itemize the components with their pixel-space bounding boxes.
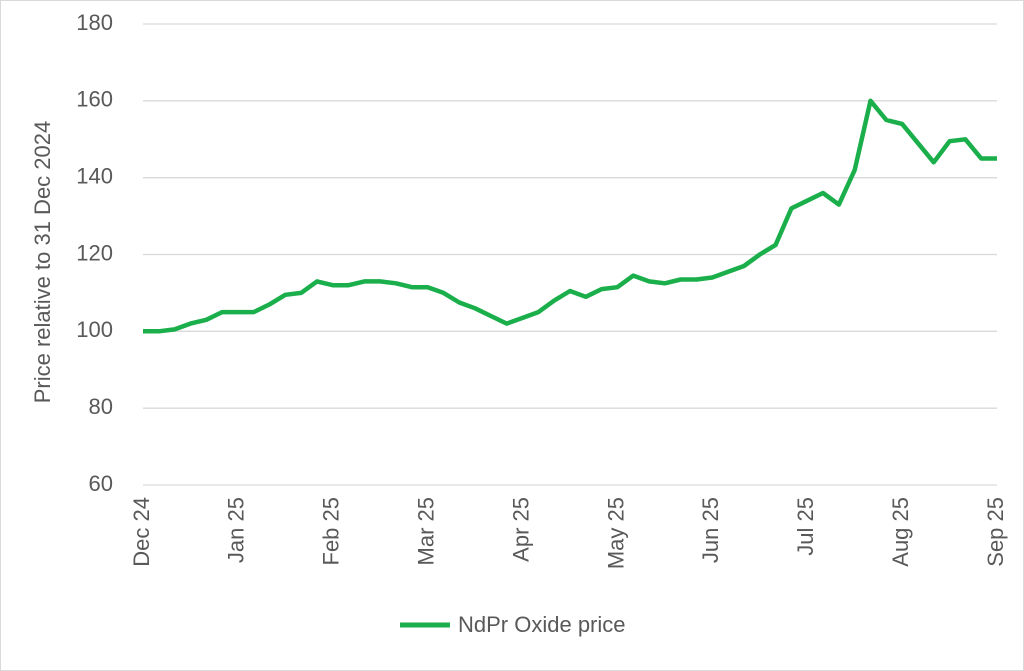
y-tick-label: 100 (76, 317, 113, 342)
x-tick-label: Jul 25 (793, 497, 818, 556)
data-line (143, 98, 997, 334)
x-tick-label: Aug 25 (888, 497, 913, 567)
y-axis-label: Price relative to 31 Dec 2024 (30, 121, 55, 404)
x-tick-label: Mar 25 (413, 497, 438, 565)
y-tick-label: 120 (76, 240, 113, 265)
y-tick-label: 140 (76, 163, 113, 188)
y-tick-label: 80 (89, 394, 113, 419)
x-tick-label: Feb 25 (319, 497, 344, 566)
x-tick-label: Dec 24 (129, 497, 154, 567)
x-tick-label: Jun 25 (698, 497, 723, 563)
y-tick-label: 60 (89, 471, 113, 496)
legend-label: NdPr Oxide price (458, 612, 626, 637)
x-tick-label: Sep 25 (983, 497, 1008, 567)
y-tick-label: 160 (76, 87, 113, 112)
x-tick-label: Jan 25 (224, 497, 249, 563)
x-tick-label: May 25 (603, 497, 628, 569)
y-tick-label: 180 (76, 10, 113, 35)
x-tick-label: Apr 25 (508, 497, 533, 562)
